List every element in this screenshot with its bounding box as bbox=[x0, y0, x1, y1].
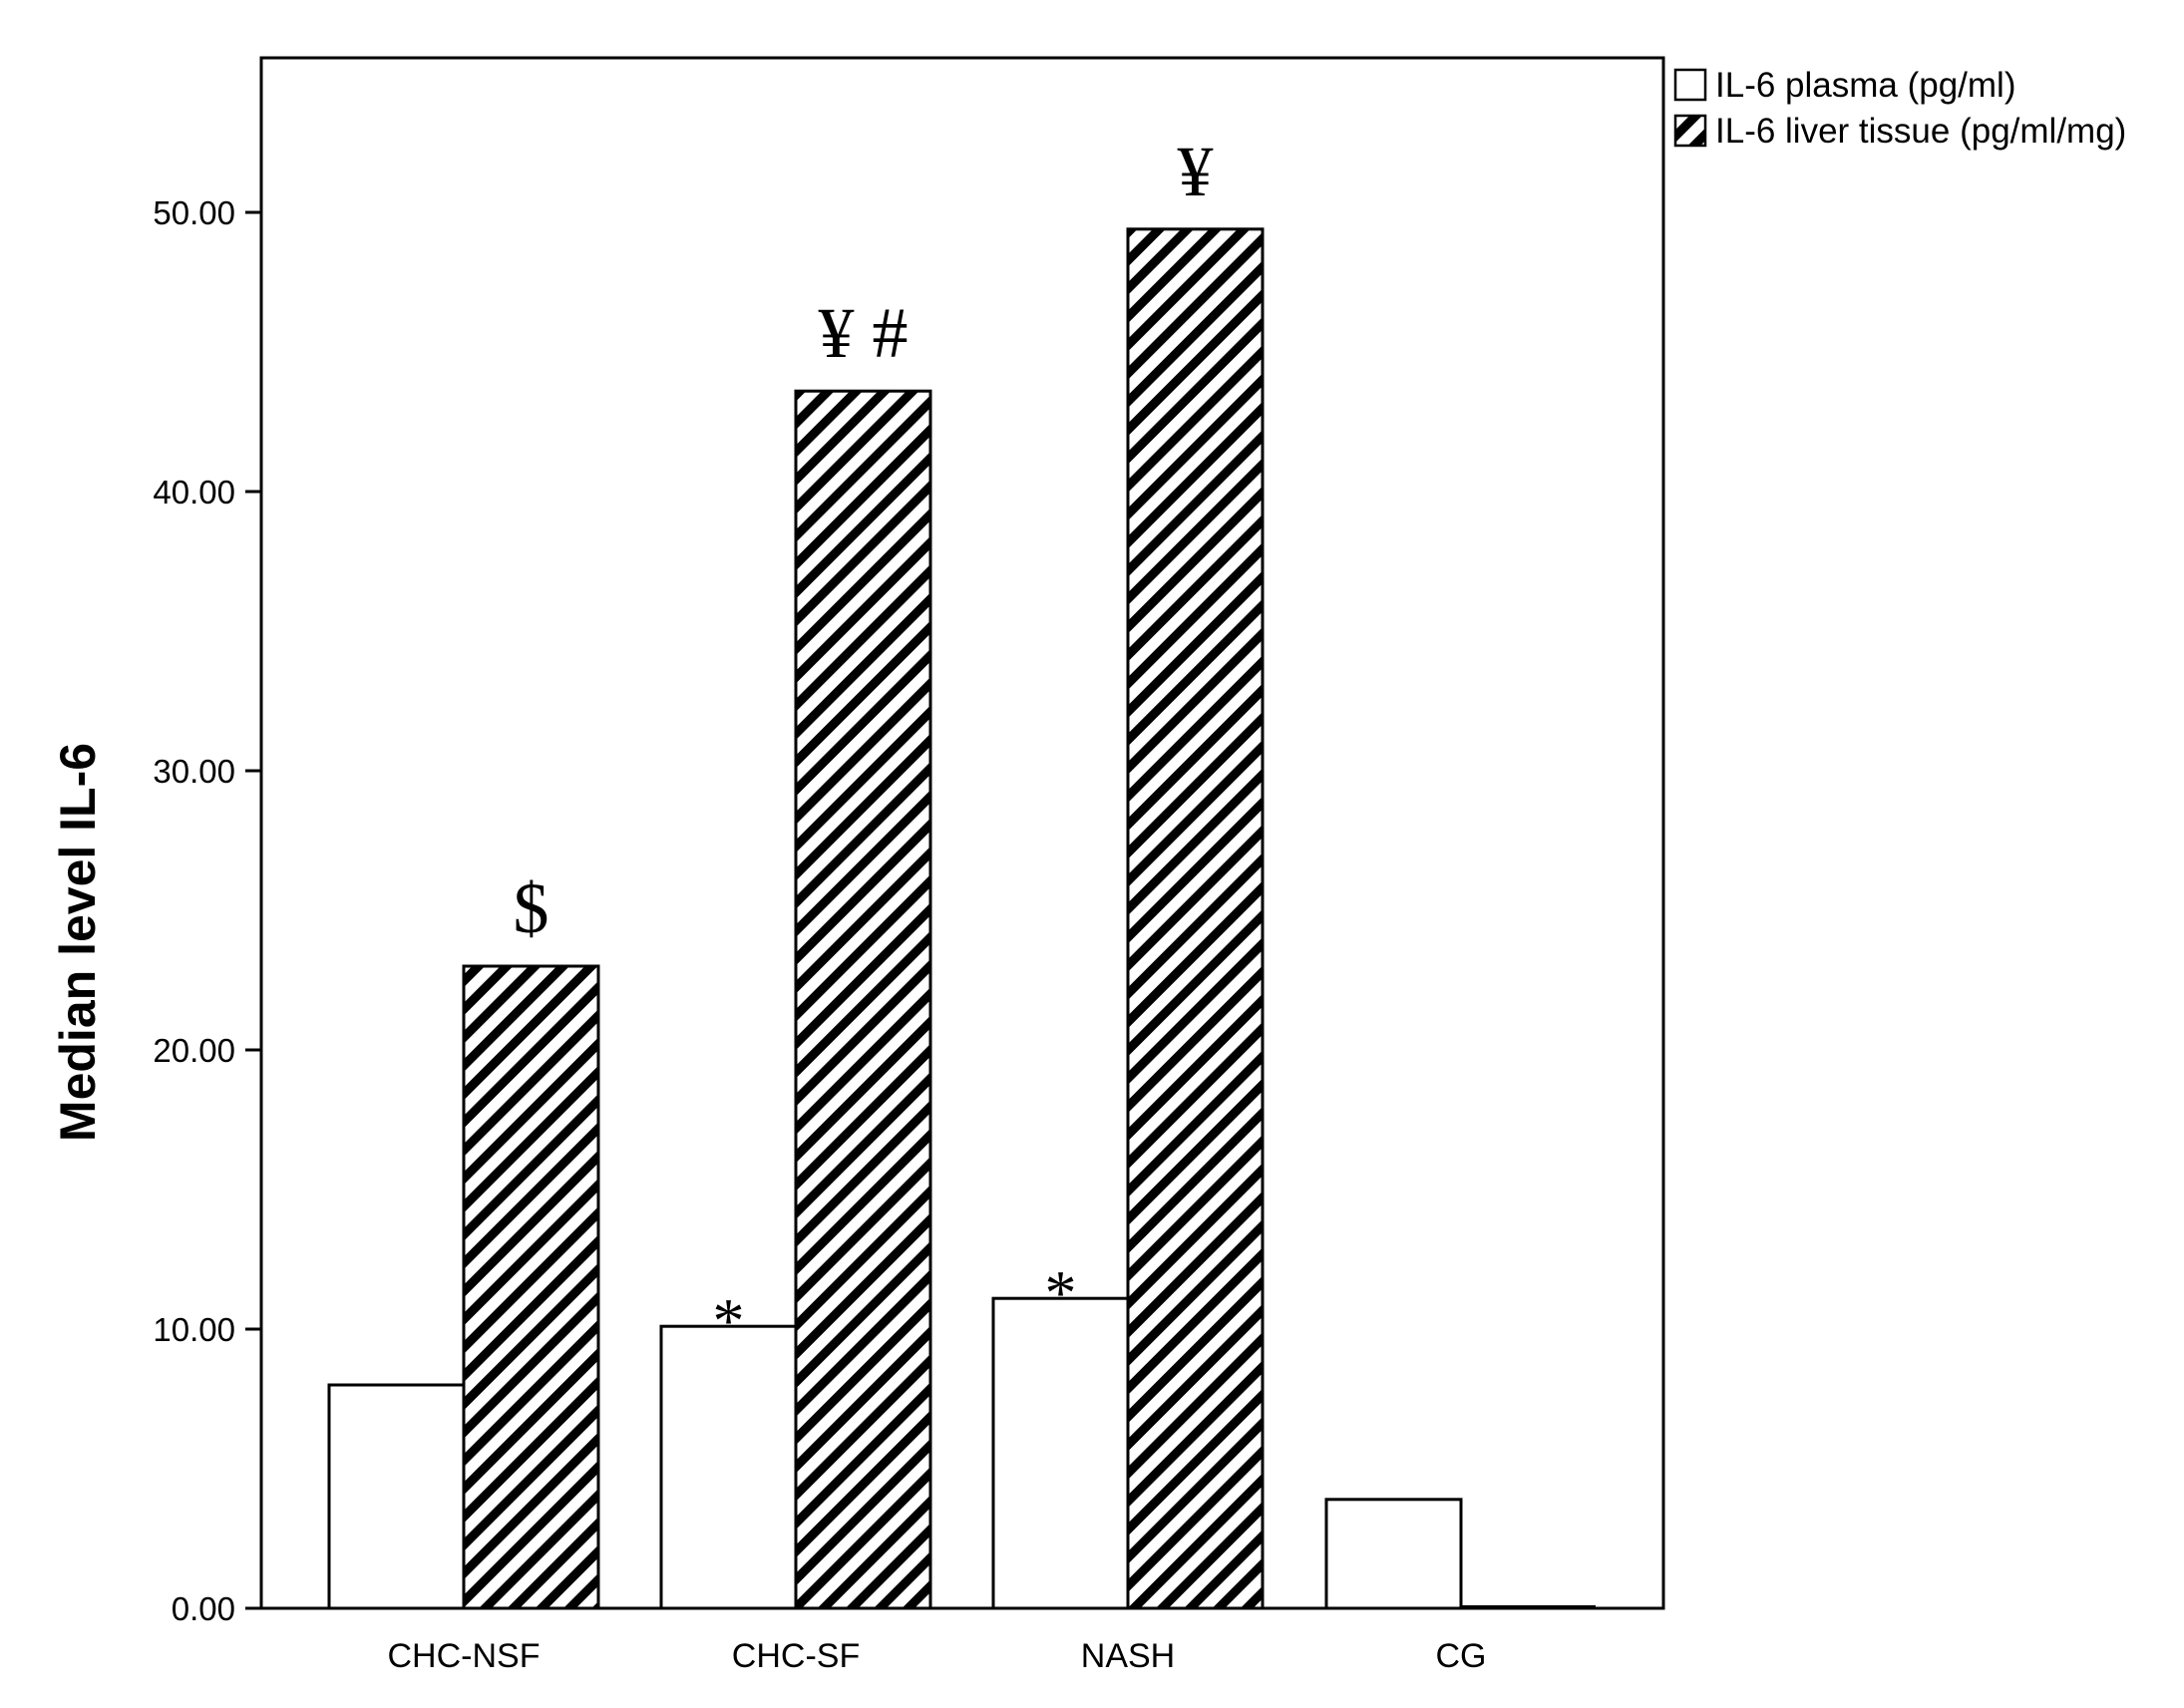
significance-mark: $ bbox=[514, 868, 549, 948]
significance-mark: ¥ # bbox=[819, 293, 909, 373]
significance-annotations: $ * ¥ # * ¥ bbox=[514, 132, 1214, 1356]
x-category-label: CG bbox=[1436, 1637, 1487, 1675]
significance-mark: * bbox=[713, 1285, 745, 1356]
x-category-label: NASH bbox=[1081, 1637, 1175, 1675]
y-tick-label: 40.00 bbox=[153, 474, 235, 511]
significance-mark: * bbox=[1045, 1257, 1077, 1328]
y-tick-label: 10.00 bbox=[153, 1311, 235, 1348]
bar-plasma-chc-sf bbox=[659, 1324, 798, 1610]
y-tick-label: 20.00 bbox=[153, 1032, 235, 1069]
bar-liver-tissue-chc-sf bbox=[794, 389, 932, 1610]
y-tick-label: 30.00 bbox=[153, 753, 235, 790]
bar-plasma-nash bbox=[991, 1296, 1130, 1610]
legend-label: IL-6 liver tissue (pg/ml/mg) bbox=[1715, 112, 2126, 151]
bars-group bbox=[327, 227, 1596, 1610]
y-tick-label: 0.00 bbox=[172, 1590, 235, 1627]
y-tick-label: 50.00 bbox=[153, 194, 235, 231]
x-category-label: CHC-SF bbox=[732, 1637, 860, 1675]
bar-liver-tissue-chc-nsf bbox=[462, 964, 600, 1610]
x-category-label: CHC-NSF bbox=[388, 1637, 541, 1675]
x-axis: CHC-NSF CHC-SF NASH CG bbox=[388, 1637, 1487, 1675]
bar-plasma-cg bbox=[1324, 1498, 1463, 1610]
legend-label: IL-6 plasma (pg/ml) bbox=[1715, 66, 2015, 105]
bar-plasma-chc-nsf bbox=[327, 1383, 466, 1610]
legend-swatch bbox=[1673, 114, 1707, 148]
legend: IL-6 plasma (pg/ml) IL-6 liver tissue (pg… bbox=[1673, 66, 2126, 151]
legend-swatch bbox=[1673, 68, 1707, 102]
y-axis-label: Median level IL-6 bbox=[50, 743, 106, 1142]
bar-liver-tissue-nash bbox=[1126, 227, 1265, 1610]
significance-mark: ¥ bbox=[1178, 132, 1214, 211]
y-axis: 0.00 10.00 20.00 30.00 40.00 50.00 bbox=[153, 194, 261, 1627]
